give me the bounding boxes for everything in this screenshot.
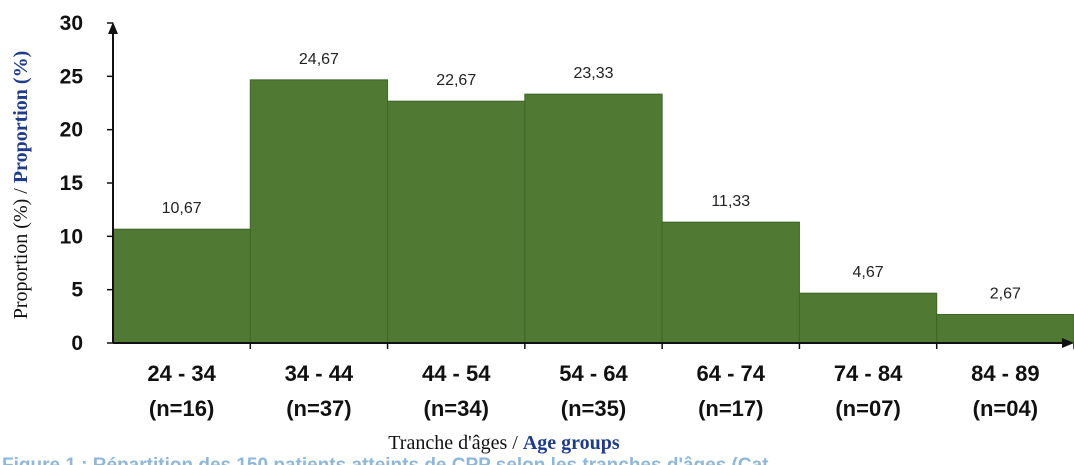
- data-labels-group: 10,67 24,67 22,67 23,33 11,33 4,67 2,67: [162, 51, 1021, 303]
- x-axis-title-english: Age groups: [523, 432, 620, 454]
- x-axis-arrow-icon: [1062, 338, 1074, 348]
- figure-caption: Figure 1 : Répartition des 150 patients …: [2, 455, 769, 465]
- x-tick-count-2: (n=37): [286, 396, 351, 421]
- y-tick-label-20: 20: [60, 119, 83, 142]
- x-axis-ticks: 24 - 34 (n=16) 34 - 44 (n=37) 44 - 54 (n=34) 5…: [147, 343, 1074, 421]
- x-tick-count-4: (n=35): [561, 396, 626, 421]
- bar-3: [387, 100, 526, 344]
- bar-2: [249, 79, 389, 344]
- x-tick-label-7: 84 - 89: [971, 361, 1040, 386]
- data-label-4: 23,33: [573, 65, 613, 82]
- x-axis-title: Tranche d'âges / Age groups: [388, 432, 620, 454]
- y-axis-title: Proportion (%) / Proportion (%): [10, 51, 32, 320]
- y-axis-arrow-icon: [108, 22, 118, 34]
- x-tick-label-3: 44 - 54: [422, 361, 491, 386]
- bar-4: [524, 93, 663, 344]
- data-label-3: 22,67: [436, 72, 476, 89]
- y-axis-title-english: Proportion (%): [10, 51, 32, 183]
- data-label-5: 11,33: [711, 193, 750, 210]
- data-label-1: 10,67: [162, 200, 202, 217]
- x-tick-label-2: 34 - 44: [285, 361, 354, 386]
- x-tick-count-7: (n=04): [973, 396, 1038, 421]
- y-tick-label-25: 25: [60, 65, 84, 88]
- x-tick-label-1: 24 - 34: [147, 361, 216, 386]
- y-axis-title-french: Proportion (%) /: [10, 183, 32, 319]
- y-tick-label-0: 0: [71, 332, 83, 355]
- bars-group: [112, 79, 1074, 344]
- data-label-6: 4,67: [853, 264, 884, 281]
- y-tick-label-5: 5: [71, 279, 83, 302]
- y-tick-label-30: 30: [60, 12, 83, 35]
- x-tick-count-1: (n=16): [149, 396, 214, 421]
- x-tick-label-5: 64 - 74: [697, 361, 766, 386]
- y-axis-ticks: 0 5 10 15 20 25 30: [60, 12, 113, 355]
- bar-6: [798, 292, 938, 344]
- bar-7: [936, 314, 1074, 344]
- x-tick-count-3: (n=34): [424, 396, 489, 421]
- bar-1: [112, 228, 251, 344]
- x-tick-count-5: (n=17): [698, 396, 763, 421]
- y-tick-label-15: 15: [60, 172, 84, 195]
- data-label-2: 24,67: [299, 51, 339, 68]
- x-tick-count-6: (n=07): [835, 396, 900, 421]
- data-label-7: 2,67: [990, 286, 1021, 303]
- x-axis-title-french: Tranche d'âges /: [388, 432, 523, 454]
- x-tick-label-4: 54 - 64: [559, 361, 628, 386]
- bar-5: [661, 221, 800, 344]
- x-tick-label-6: 74 - 84: [834, 361, 903, 386]
- y-tick-label-10: 10: [60, 225, 83, 248]
